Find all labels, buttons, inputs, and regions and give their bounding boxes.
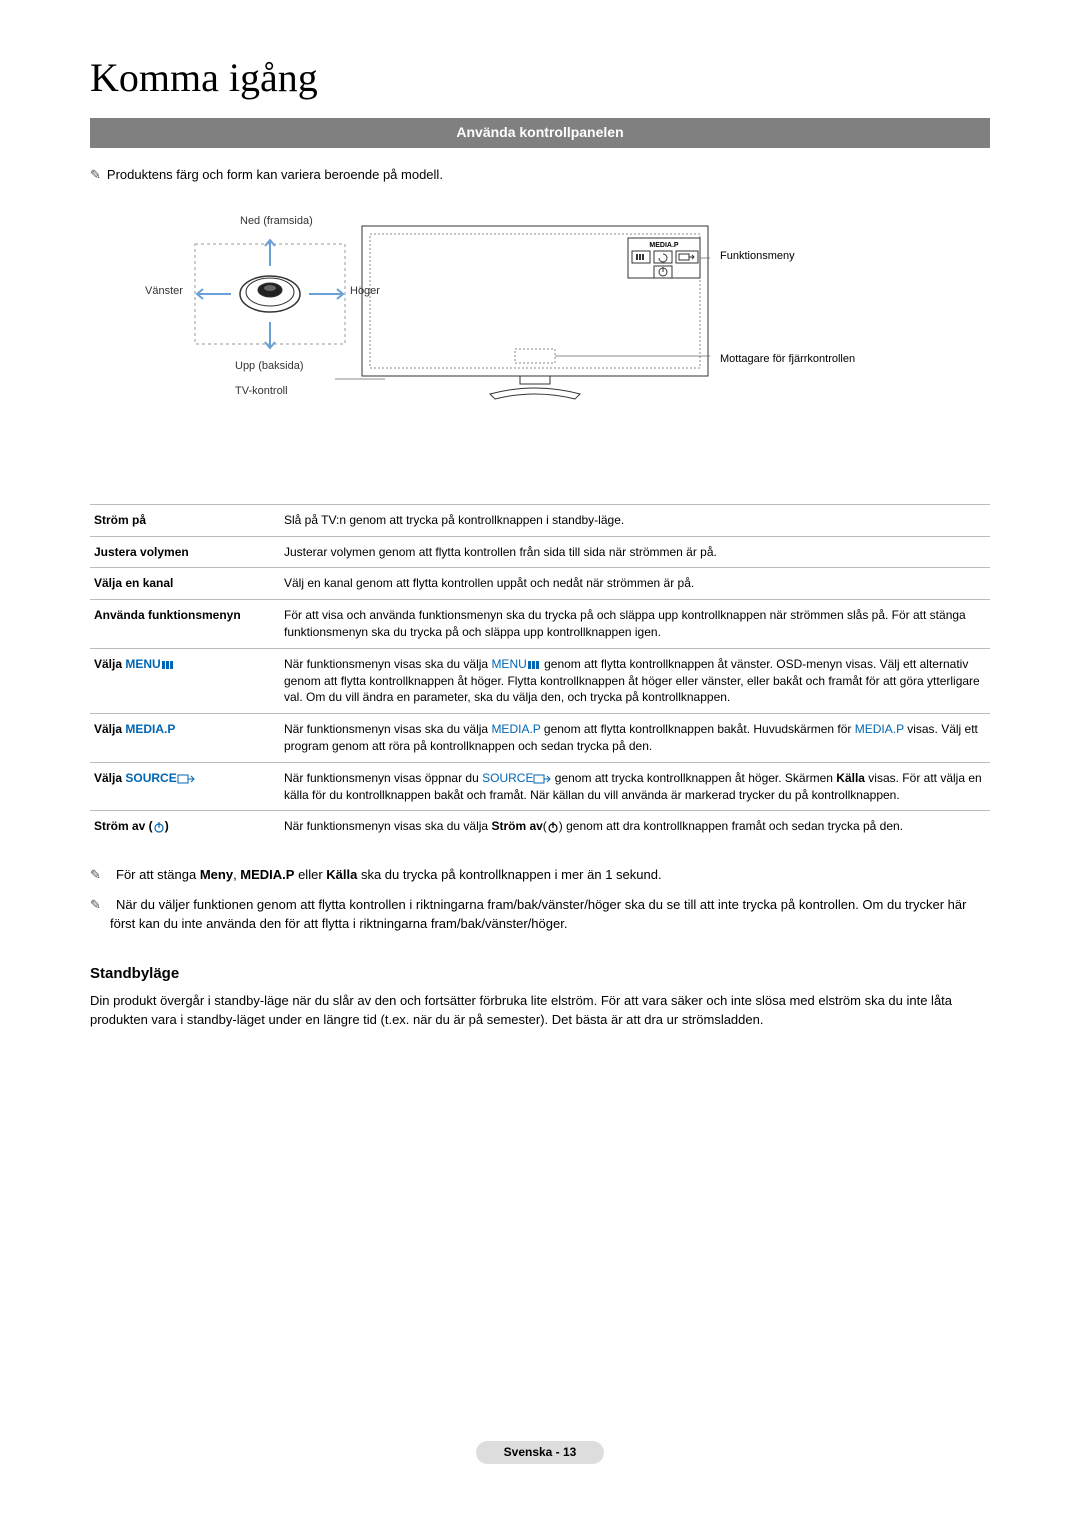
function-table: Ström påSlå på TV:n genom att trycka på … xyxy=(90,504,990,842)
function-desc: När funktionsmenyn visas öppnar du SOURC… xyxy=(280,762,990,811)
table-row: Välja en kanalVälj en kanal genom att fl… xyxy=(90,568,990,600)
bottom-notes: För att stänga Meny, MEDIA.P eller Källa… xyxy=(90,866,990,933)
page-footer: Svenska - 13 xyxy=(0,1441,1080,1464)
function-desc: Välj en kanal genom att flytta kontrolle… xyxy=(280,568,990,600)
label-remote: Mottagare för fjärrkontrollen xyxy=(720,352,855,367)
section-header: Använda kontrollpanelen xyxy=(90,118,990,148)
function-label: Ström av () xyxy=(90,811,280,842)
table-row: Välja MEDIA.PNär funktionsmenyn visas sk… xyxy=(90,714,990,763)
label-left: Vänster xyxy=(145,284,183,299)
label-funktionsmeny: Funktionsmeny xyxy=(720,249,855,264)
function-desc: När funktionsmenyn visas ska du välja St… xyxy=(280,811,990,842)
function-label: Använda funktionsmenyn xyxy=(90,600,280,649)
function-label: Välja en kanal xyxy=(90,568,280,600)
table-row: Ström påSlå på TV:n genom att trycka på … xyxy=(90,504,990,536)
mediap-label: MEDIA.P xyxy=(649,242,679,249)
function-desc: När funktionsmenyn visas ska du välja ME… xyxy=(280,648,990,713)
page-number: Svenska - 13 xyxy=(476,1441,605,1464)
function-label: Välja MENU xyxy=(90,648,280,713)
page-title: Komma igång xyxy=(90,50,990,106)
note-item: För att stänga Meny, MEDIA.P eller Källa… xyxy=(90,866,990,884)
function-label: Justera volymen xyxy=(90,536,280,568)
top-note-text: Produktens färg och form kan variera ber… xyxy=(107,167,443,182)
label-bottom2: TV-kontroll xyxy=(235,384,288,399)
label-bottom1: Upp (baksida) xyxy=(235,359,303,374)
table-row: Välja MENUNär funktionsmenyn visas ska d… xyxy=(90,648,990,713)
function-label: Välja SOURCE xyxy=(90,762,280,811)
joystick-svg xyxy=(185,224,385,404)
function-desc: För att visa och använda funktionsmenyn … xyxy=(280,600,990,649)
function-desc: Justerar volymen genom att flytta kontro… xyxy=(280,536,990,568)
function-label: Ström på xyxy=(90,504,280,536)
table-row: Använda funktionsmenynFör att visa och a… xyxy=(90,600,990,649)
note-item: När du väljer funktionen genom att flytt… xyxy=(90,896,990,932)
label-top: Ned (framsida) xyxy=(240,214,313,229)
standby-body: Din produkt övergår i standby-läge när d… xyxy=(90,992,990,1030)
tv-svg: MEDIA.P xyxy=(360,224,710,424)
function-label: Välja MEDIA.P xyxy=(90,714,280,763)
function-desc: Slå på TV:n genom att trycka på kontroll… xyxy=(280,504,990,536)
note-icon xyxy=(90,867,116,882)
table-row: Ström av ()När funktionsmenyn visas ska … xyxy=(90,811,990,842)
note-icon xyxy=(90,167,107,182)
top-note: Produktens färg och form kan variera ber… xyxy=(90,166,990,184)
diagram: Ned (framsida) Vänster Höger Upp (baksid… xyxy=(90,224,990,444)
table-row: Justera volymenJusterar volymen genom at… xyxy=(90,536,990,568)
table-row: Välja SOURCENär funktionsmenyn visas öpp… xyxy=(90,762,990,811)
standby-heading: Standbyläge xyxy=(90,963,990,984)
function-desc: När funktionsmenyn visas ska du välja ME… xyxy=(280,714,990,763)
note-icon xyxy=(90,897,116,912)
